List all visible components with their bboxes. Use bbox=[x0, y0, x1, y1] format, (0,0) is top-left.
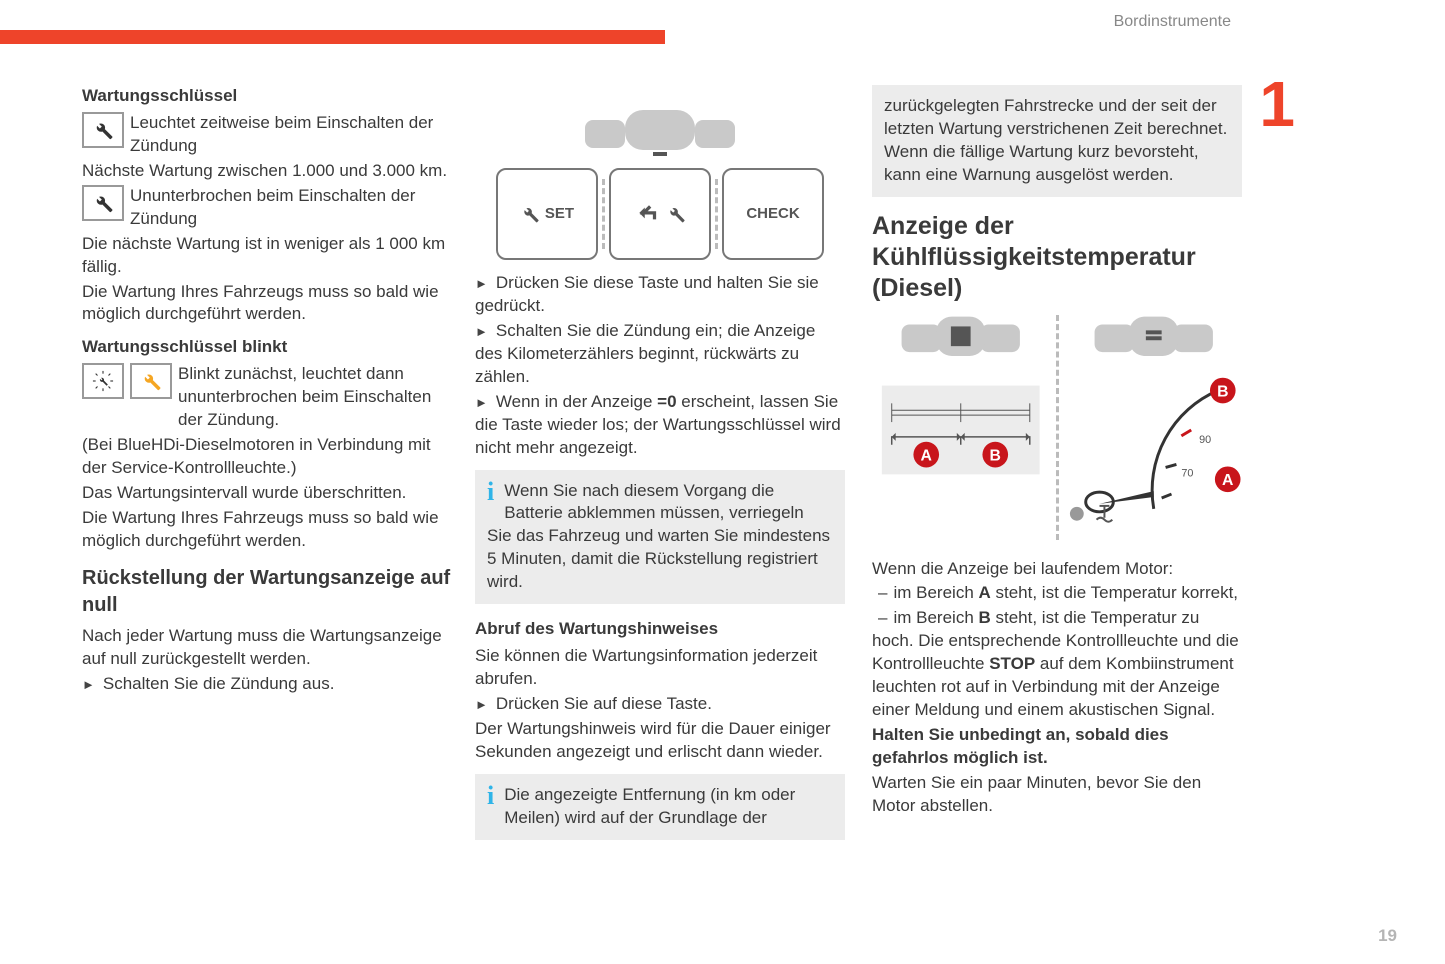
paragraph: Nächste Wartung zwischen 1.000 und 3.000… bbox=[82, 160, 452, 183]
column-2: SET CHECK Drücken Sie diese Taste und ha… bbox=[475, 85, 845, 850]
heading-wartungsschluessel: Wartungsschlüssel bbox=[82, 85, 452, 108]
heading-reset: Rückstellung der Wartungsanzeige auf nul… bbox=[82, 565, 452, 619]
check-label: CHECK bbox=[746, 204, 799, 224]
wrench-orange-icon bbox=[130, 363, 172, 399]
paragraph: Sie können die Wartungsinformation jeder… bbox=[475, 645, 845, 691]
red-header-bar bbox=[0, 30, 665, 44]
dashboard-cluster-icon bbox=[575, 100, 745, 160]
step-bullet: Wenn in der Anzeige =0 erscheint, lassen… bbox=[475, 391, 845, 460]
step-text: Drücken Sie diese Taste und halten Sie s… bbox=[475, 273, 819, 315]
column-1: Wartungsschlüssel Leuchtet zeitweise bei… bbox=[82, 85, 452, 698]
icon-text: Ununterbrochen beim Einschalten der Zünd… bbox=[130, 185, 452, 231]
paragraph: Warten Sie ein paar Minuten, bevor Sie d… bbox=[872, 772, 1242, 818]
paragraph: Nach jeder Wartung muss die Wartungsanze… bbox=[82, 625, 452, 671]
bold-text: Halten Sie unbedingt an, sobald dies gef… bbox=[872, 725, 1169, 767]
info-text: Wenn Sie nach diesem Vorgang die Batteri… bbox=[487, 481, 830, 592]
divider bbox=[715, 179, 718, 249]
step-bullet: Drücken Sie diese Taste und halten Sie s… bbox=[475, 272, 845, 318]
wrench-icon bbox=[82, 112, 124, 148]
paragraph: (Bei BlueHDi-Dieselmotoren in Verbindung… bbox=[82, 434, 452, 480]
bold-text: B bbox=[979, 608, 991, 627]
info-icon: i bbox=[487, 784, 494, 807]
text: im Bereich bbox=[893, 608, 978, 627]
icon-row: Ununterbrochen beim Einschalten der Zünd… bbox=[82, 185, 452, 231]
set-label: SET bbox=[545, 204, 574, 224]
info-box: i Die angezeigte Entfernung (in km oder … bbox=[475, 774, 845, 840]
svg-text:90: 90 bbox=[1199, 433, 1211, 445]
wrench-icon bbox=[82, 185, 124, 221]
info-box-continued: zurückgelegten Fahrstrecke und der seit … bbox=[872, 85, 1242, 197]
bold-text: =0 bbox=[657, 392, 676, 411]
paragraph: Der Wartungshinweis wird für die Dauer e… bbox=[475, 718, 845, 764]
icon-row: Blinkt zunächst, leuchtet dann ununterbr… bbox=[82, 363, 452, 432]
icon-text: Blinkt zunächst, leuchtet dann ununterbr… bbox=[178, 363, 452, 432]
section-header: Bordinstrumente bbox=[1114, 13, 1231, 31]
icon-text: Leuchtet zeitweise beim Einschalten der … bbox=[130, 112, 452, 158]
icon-row: Leuchtet zeitweise beim Einschalten der … bbox=[82, 112, 452, 158]
paragraph: Die Wartung Ihres Fahrzeugs muss so bald… bbox=[82, 281, 452, 327]
heading-abruf: Abruf des Wartungshinweises bbox=[475, 618, 845, 641]
dash-bullet: im Bereich B steht, ist die Temperatur z… bbox=[872, 607, 1242, 722]
bold-text: A bbox=[979, 583, 991, 602]
info-text: zurückgelegten Fahrstrecke und der seit … bbox=[884, 96, 1227, 184]
dash-buttons-row: SET CHECK bbox=[475, 168, 845, 260]
step-bullet: Drücken Sie auf diese Taste. bbox=[475, 693, 845, 716]
step-text: Drücken Sie auf diese Taste. bbox=[496, 694, 712, 713]
divider bbox=[602, 179, 605, 249]
divider bbox=[1056, 315, 1059, 540]
svg-text:B: B bbox=[990, 447, 1001, 464]
page-number: 19 bbox=[1378, 926, 1397, 946]
step-text: Schalten Sie die Zündung aus. bbox=[103, 674, 335, 693]
heading-coolant-temp: Anzeige der Kühlflüssigkeitstemperatur (… bbox=[872, 211, 1242, 305]
chapter-number: 1 bbox=[1259, 72, 1295, 136]
paragraph: Die nächste Wartung ist in weniger als 1… bbox=[82, 233, 452, 279]
paragraph: Wenn die Anzeige bei laufendem Motor: bbox=[872, 558, 1242, 581]
info-box: i Wenn Sie nach diesem Vorgang die Batte… bbox=[475, 470, 845, 605]
svg-text:A: A bbox=[1222, 472, 1233, 489]
text: steht, ist die Temperatur korrekt, bbox=[991, 583, 1238, 602]
wrench-blink-icon bbox=[82, 363, 124, 399]
svg-text:A: A bbox=[921, 447, 932, 464]
set-button-graphic: SET bbox=[496, 168, 598, 260]
paragraph: Die Wartung Ihres Fahrzeugs muss so bald… bbox=[82, 507, 452, 553]
paragraph-bold: Halten Sie unbedingt an, sobald dies gef… bbox=[872, 724, 1242, 770]
svg-text:70: 70 bbox=[1181, 467, 1193, 479]
info-text: Die angezeigte Entfernung (in km oder Me… bbox=[504, 785, 795, 827]
bold-text: STOP bbox=[989, 654, 1035, 673]
info-icon: i bbox=[487, 480, 494, 503]
coolant-temp-diagram: A B 90 70 B bbox=[872, 315, 1242, 540]
step-text: Schalten Sie die Zündung ein; die Anzeig… bbox=[475, 321, 815, 386]
step-bullet: Schalten Sie die Zündung aus. bbox=[82, 673, 452, 696]
step-text: Wenn in der Anzeige bbox=[496, 392, 657, 411]
check-button-graphic: CHECK bbox=[722, 168, 824, 260]
svg-text:B: B bbox=[1217, 383, 1228, 400]
paragraph: Das Wartungsintervall wurde überschritte… bbox=[82, 482, 452, 505]
column-3: zurückgelegten Fahrstrecke und der seit … bbox=[872, 85, 1242, 820]
heading-blinkt: Wartungsschlüssel blinkt bbox=[82, 336, 452, 359]
step-bullet: Schalten Sie die Zündung ein; die Anzeig… bbox=[475, 320, 845, 389]
dash-bullet: im Bereich A steht, ist die Temperatur k… bbox=[872, 582, 1242, 605]
back-button-graphic bbox=[609, 168, 711, 260]
text: im Bereich bbox=[893, 583, 978, 602]
